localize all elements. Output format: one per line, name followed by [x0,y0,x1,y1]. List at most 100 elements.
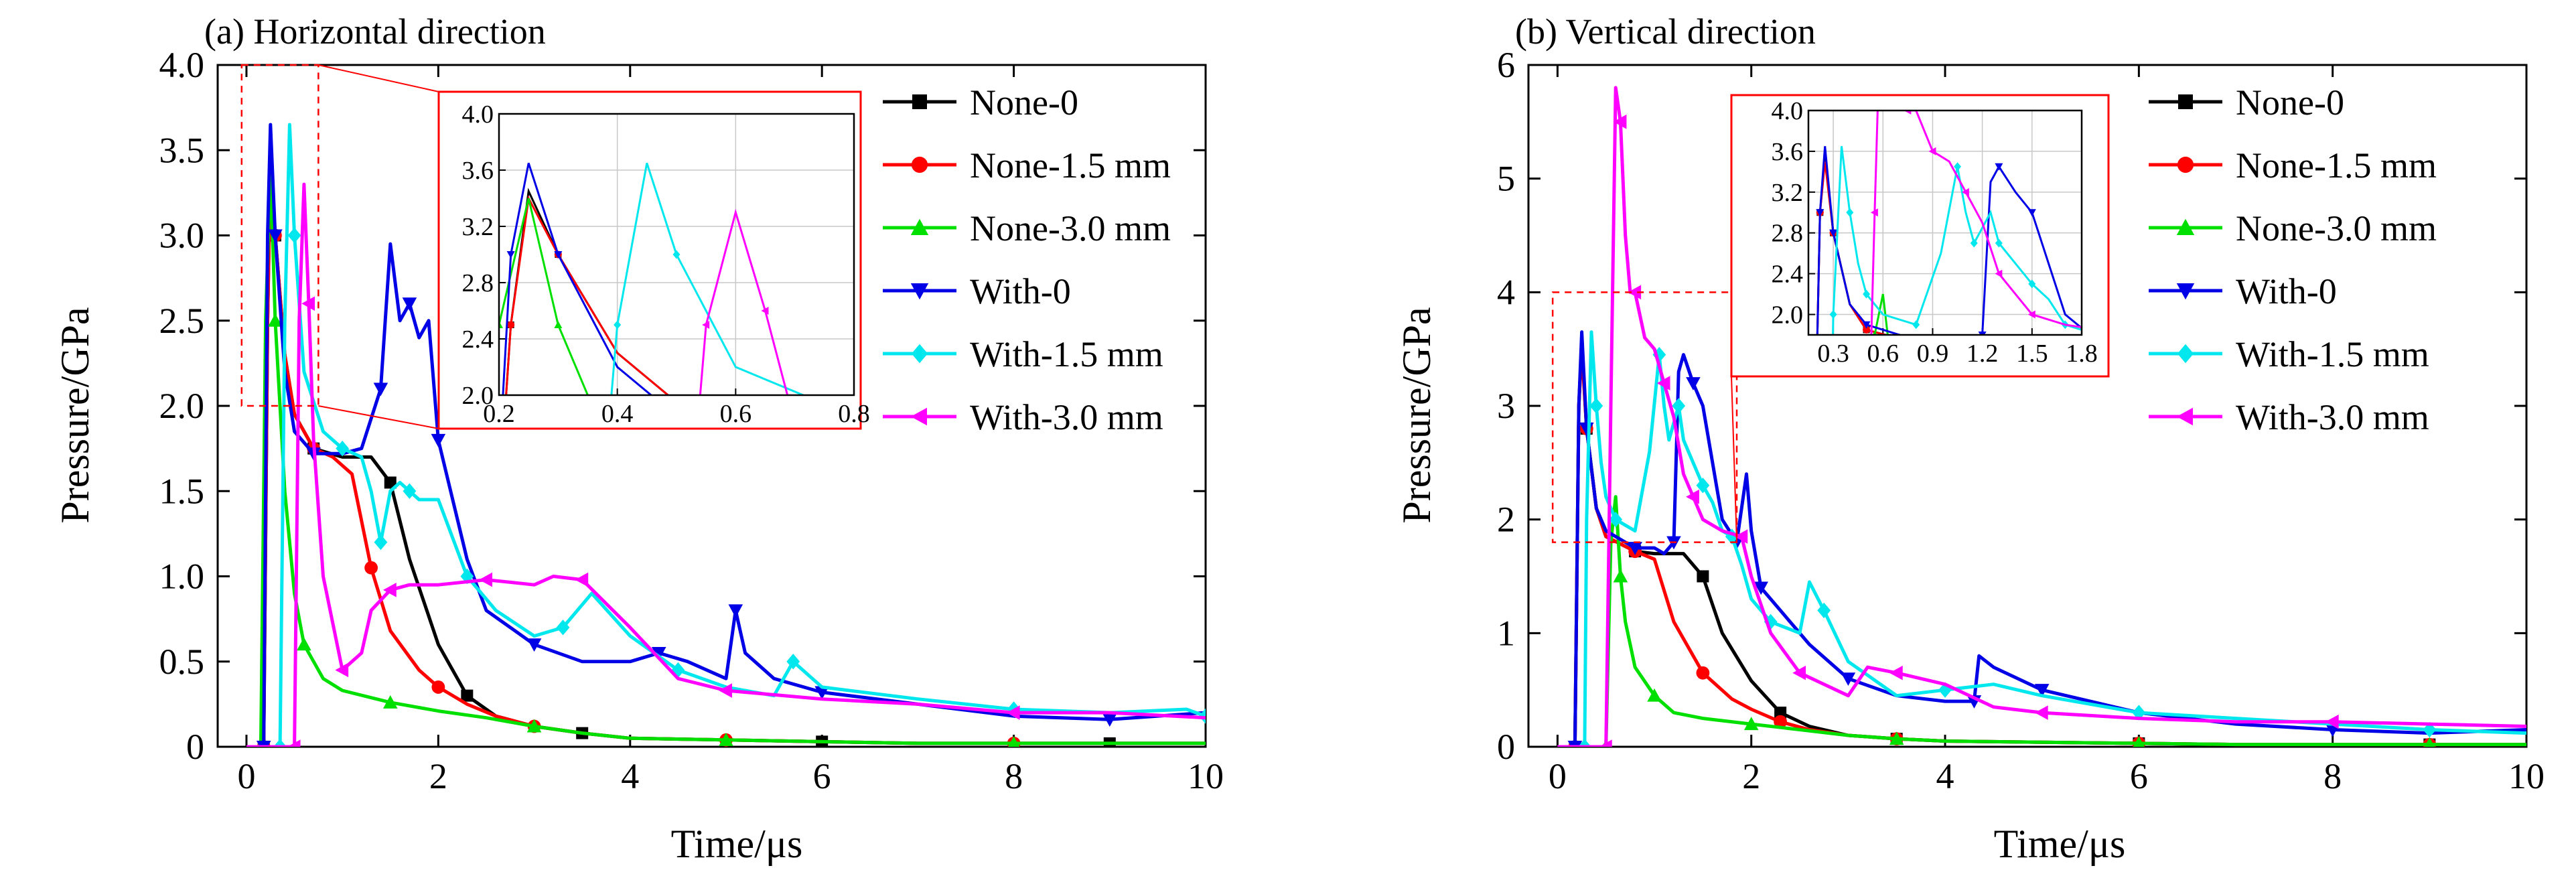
legend-label: None-0 [970,82,1078,123]
inset-data-point [1780,514,1787,522]
legend-marker [911,344,928,364]
panel-b-vertical: (b) Vertical direction Time/μs Pressure/… [1394,11,2545,866]
inset-data-point [2151,539,2159,547]
inset-data-point [2111,481,2119,488]
data-point [719,683,732,698]
inset-y-tick-label: 3.6 [1772,138,1804,166]
panel-a-x-axis-label: Time/μs [671,822,803,866]
inset-y-tick-label: 3.6 [462,157,494,185]
inset-data-point [2277,454,2285,461]
panel-b-x-axis-label: Time/μs [1994,822,2126,866]
x-tick-label: 0 [1549,756,1567,796]
inset-data-point [1995,238,2003,248]
inset-data-point [2443,463,2450,472]
inset-series-line-with-0 [1816,146,2082,335]
inset-series-line-none-3-0-mm [499,198,589,395]
legend-label: None-3.0 mm [970,208,1171,248]
inset-data-point [1264,636,1272,643]
data-point [1686,489,1699,504]
panel-a-horizontal: (a) Horizontal direction Time/μs Pressur… [53,11,2455,866]
inset-data-point [1829,229,1838,237]
y-tick-label: 4 [1497,272,1515,312]
inset-data-point [507,321,515,329]
y-tick-label: 1.5 [159,471,205,511]
data-point [479,572,492,587]
data-point [297,637,311,651]
y-tick-label: 1.0 [159,557,205,597]
legend-label: With-3.0 mm [970,397,1163,437]
inset-series-line-with-0 [502,163,653,395]
inset-data-point [1829,310,1837,319]
inset-data-point [614,320,622,330]
data-point [1889,665,1903,680]
inset-data-point [672,250,681,259]
inset-data-point [2028,449,2035,456]
data-point [1817,602,1831,619]
legend-label: None-0 [2236,82,2344,123]
inset-data-point [1995,163,2003,171]
inset-data-point [850,532,857,540]
inset-data-point [1856,561,1864,568]
series-group-a [246,123,1206,747]
data-point [651,647,666,660]
data-point [384,476,397,489]
inset-data-point [1912,443,1920,451]
data-point [301,296,315,311]
data-point [1656,376,1670,390]
series-line-with-0 [1557,330,2526,747]
x-tick-label: 8 [2323,756,2342,796]
inset-series-group-b [1780,111,2450,522]
data-point [268,313,283,327]
data-point [1598,739,1612,747]
x-tick-label: 6 [2130,756,2148,796]
data-point [382,583,397,597]
data-point [431,433,446,447]
inset-x-tick-label: 0.3 [1817,340,1849,368]
y-tick-label: 3 [1497,386,1515,426]
data-point [1628,542,1642,555]
series-line-with-1-5-mm [246,123,1206,747]
inset-data-point [2447,661,2455,668]
data-point [1697,570,1709,583]
inset-y-tick-label: 4.0 [1772,97,1804,125]
data-point [431,680,445,694]
data-point [526,638,542,652]
data-point [273,739,287,747]
inset-y-tick-label: 2.4 [462,325,494,354]
x-tick-label: 8 [1005,756,1023,796]
data-point [1006,705,1020,720]
inset-plot-frame [498,113,855,396]
data-point [2034,705,2048,720]
inset-series-line-with-1-5-mm [610,163,806,395]
legend-label: With-1.5 mm [970,334,1163,374]
inset-data-point [1561,589,1567,595]
inset-data-point [2027,310,2035,319]
data-point [1578,739,1591,747]
inset-series-line-with-3-0-mm [1870,111,2082,335]
data-point [364,561,378,575]
inset-x-tick-label: 1.2 [1966,340,1999,368]
inset-data-point [1863,325,1871,334]
inset-data-point [2027,209,2036,217]
y-tick-label: 6 [1497,45,1515,85]
x-tick-label: 4 [621,756,639,796]
inset-data-point [1979,484,1987,491]
y-tick-label: 0.5 [159,642,205,682]
y-tick-label: 1 [1497,613,1515,653]
inset-x-tick-label: 0.6 [720,400,752,428]
data-point [2132,705,2146,721]
inset-data-point [376,672,384,680]
x-tick-label: 0 [237,756,255,796]
legend-label: With-0 [2236,271,2337,311]
data-point [287,227,301,244]
data-point [728,604,743,618]
inset-data-point [554,321,563,328]
legend-marker [2177,344,2194,364]
legend-marker [910,283,929,300]
inset-data-point [2028,279,2036,289]
data-point [335,662,349,678]
y-tick-label: 3.5 [159,130,205,170]
inset-data-point [1086,595,1094,603]
inset-data-point [499,321,503,328]
